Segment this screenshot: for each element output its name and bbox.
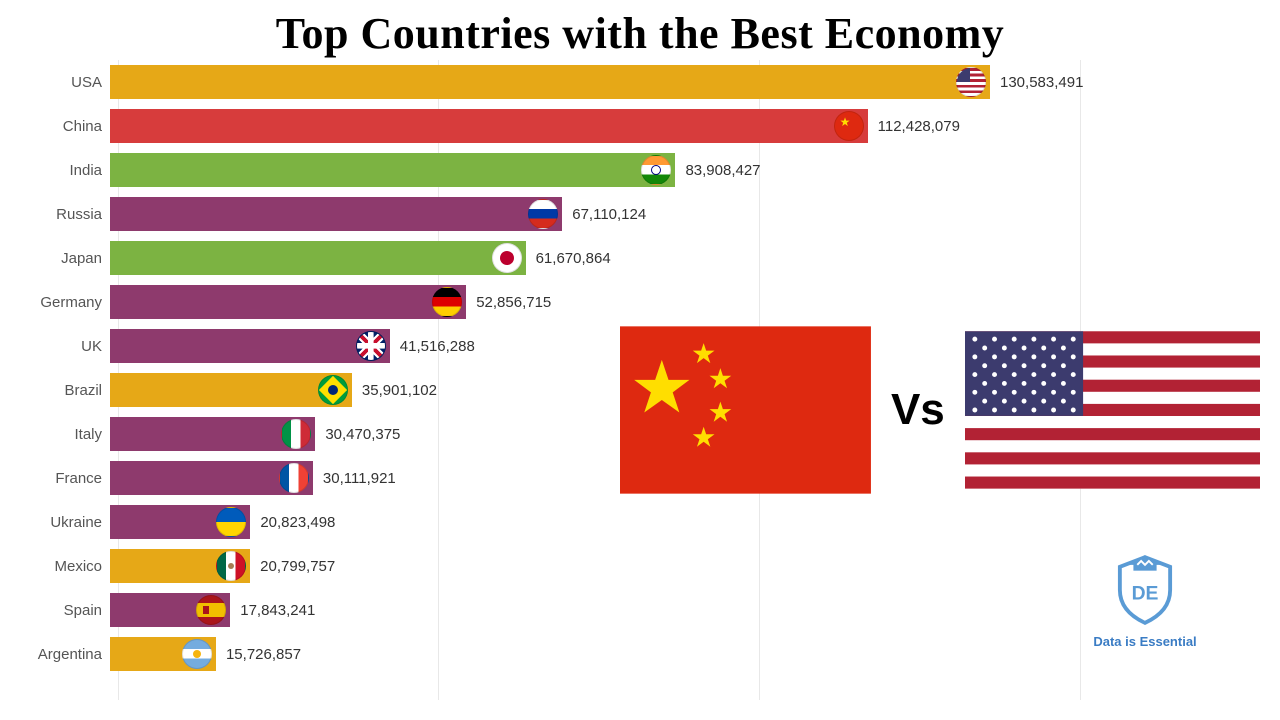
bar-label: Mexico bbox=[20, 558, 110, 575]
bar-label: Russia bbox=[20, 206, 110, 223]
china-flag-icon bbox=[834, 111, 864, 141]
bar-row: Russia67,110,124 bbox=[20, 192, 1080, 236]
svg-text:DE: DE bbox=[1132, 584, 1159, 605]
usa-flag-icon bbox=[956, 67, 986, 97]
bar-row: Japan61,670,864 bbox=[20, 236, 1080, 280]
bar: 61,670,864 bbox=[110, 241, 526, 275]
vs-label: Vs bbox=[891, 385, 945, 435]
bar-label: India bbox=[20, 162, 110, 179]
bar-label: Spain bbox=[20, 602, 110, 619]
bar-value: 20,823,498 bbox=[260, 514, 335, 531]
bar-value: 67,110,124 bbox=[572, 206, 646, 223]
bar: 112,428,079 bbox=[110, 109, 868, 143]
bar: 41,516,288 bbox=[110, 329, 390, 363]
bar-value: 20,799,757 bbox=[260, 558, 335, 575]
bar-value: 30,111,921 bbox=[323, 470, 396, 487]
uk-flag-icon bbox=[356, 331, 386, 361]
bar: 20,799,757 bbox=[110, 549, 250, 583]
china-flag-icon bbox=[620, 325, 871, 495]
bar-row: USA130,583,491 bbox=[20, 60, 1080, 104]
italy-flag-icon bbox=[281, 419, 311, 449]
spain-flag-icon bbox=[196, 595, 226, 625]
bar-label: Germany bbox=[20, 294, 110, 311]
bar-row: Mexico20,799,757 bbox=[20, 544, 1080, 588]
brand-name: Data is Essential bbox=[1070, 634, 1220, 649]
bar-label: Ukraine bbox=[20, 514, 110, 531]
ukraine-flag-icon bbox=[216, 507, 246, 537]
bar: 17,843,241 bbox=[110, 593, 230, 627]
bar-value: 17,843,241 bbox=[240, 602, 315, 619]
bar: 30,470,375 bbox=[110, 417, 315, 451]
bar-value: 41,516,288 bbox=[400, 338, 475, 355]
page-title: Top Countries with the Best Economy bbox=[0, 0, 1280, 63]
shield-icon: DE bbox=[1116, 555, 1174, 625]
bar-row: China112,428,079 bbox=[20, 104, 1080, 148]
brand-logo: DE Data is Essential bbox=[1070, 555, 1220, 649]
bar: 52,856,715 bbox=[110, 285, 466, 319]
vs-block: Vs bbox=[620, 310, 1260, 510]
bar-value: 30,470,375 bbox=[325, 426, 400, 443]
bar-value: 112,428,079 bbox=[878, 118, 960, 135]
japan-flag-icon bbox=[492, 243, 522, 273]
bar-value: 15,726,857 bbox=[226, 646, 301, 663]
brazil-flag-icon bbox=[318, 375, 348, 405]
bar-label: UK bbox=[20, 338, 110, 355]
bar-label: Italy bbox=[20, 426, 110, 443]
france-flag-icon bbox=[279, 463, 309, 493]
india-flag-icon bbox=[641, 155, 671, 185]
bar-value: 35,901,102 bbox=[362, 382, 437, 399]
bar-row: India83,908,427 bbox=[20, 148, 1080, 192]
argentina-flag-icon bbox=[182, 639, 212, 669]
bar-label: China bbox=[20, 118, 110, 135]
bar: 30,111,921 bbox=[110, 461, 313, 495]
bar-label: France bbox=[20, 470, 110, 487]
bar: 35,901,102 bbox=[110, 373, 352, 407]
bar-label: Brazil bbox=[20, 382, 110, 399]
bar-value: 130,583,491 bbox=[1000, 74, 1083, 91]
mexico-flag-icon bbox=[216, 551, 246, 581]
bar-value: 52,856,715 bbox=[476, 294, 551, 311]
bar-label: USA bbox=[20, 74, 110, 91]
bar: 130,583,491 bbox=[110, 65, 990, 99]
bar: 67,110,124 bbox=[110, 197, 562, 231]
bar-label: Japan bbox=[20, 250, 110, 267]
bar: 15,726,857 bbox=[110, 637, 216, 671]
bar-value: 83,908,427 bbox=[685, 162, 760, 179]
bar-row: Spain17,843,241 bbox=[20, 588, 1080, 632]
bar-value: 61,670,864 bbox=[536, 250, 611, 267]
russia-flag-icon bbox=[528, 199, 558, 229]
bar-row: Argentina15,726,857 bbox=[20, 632, 1080, 676]
germany-flag-icon bbox=[432, 287, 462, 317]
bar: 20,823,498 bbox=[110, 505, 250, 539]
bar-label: Argentina bbox=[20, 646, 110, 663]
bar: 83,908,427 bbox=[110, 153, 675, 187]
usa-flag-icon bbox=[965, 325, 1260, 495]
